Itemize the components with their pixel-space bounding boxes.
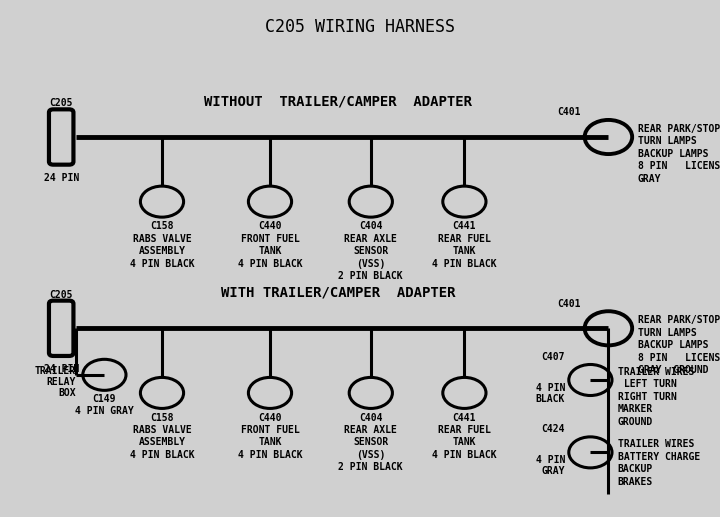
Text: BACKUP LAMPS: BACKUP LAMPS: [638, 149, 708, 159]
Text: TRAILER WIRES: TRAILER WIRES: [618, 439, 694, 449]
Text: C205: C205: [50, 290, 73, 300]
Text: SENSOR: SENSOR: [354, 437, 388, 447]
Text: 4 PIN: 4 PIN: [536, 455, 565, 465]
Text: 4 PIN BLACK: 4 PIN BLACK: [432, 450, 497, 460]
Text: C404: C404: [359, 413, 382, 422]
Text: 8 PIN   LICENSE LAMPS: 8 PIN LICENSE LAMPS: [638, 161, 720, 171]
Text: ASSEMBLY: ASSEMBLY: [138, 437, 186, 447]
Text: LEFT TURN: LEFT TURN: [618, 379, 677, 389]
Text: RABS VALVE: RABS VALVE: [132, 425, 192, 435]
Text: C441: C441: [453, 221, 476, 231]
Text: (VSS): (VSS): [356, 258, 385, 268]
Text: BACKUP: BACKUP: [618, 464, 653, 474]
Text: 4 PIN BLACK: 4 PIN BLACK: [432, 258, 497, 268]
Text: RIGHT TURN: RIGHT TURN: [618, 392, 677, 402]
Text: REAR PARK/STOP: REAR PARK/STOP: [638, 124, 720, 134]
Text: 2 PIN BLACK: 2 PIN BLACK: [338, 271, 403, 281]
Text: REAR AXLE: REAR AXLE: [344, 425, 397, 435]
Text: C440: C440: [258, 413, 282, 422]
Text: RABS VALVE: RABS VALVE: [132, 234, 192, 244]
Text: SENSOR: SENSOR: [354, 246, 388, 256]
Text: RELAY: RELAY: [46, 377, 76, 387]
Text: C440: C440: [258, 221, 282, 231]
Text: 24 PIN: 24 PIN: [44, 173, 78, 183]
Text: 24 PIN: 24 PIN: [44, 364, 78, 374]
Text: BLACK: BLACK: [536, 394, 565, 404]
Text: TRAILER WIRES: TRAILER WIRES: [618, 367, 694, 377]
Text: C407: C407: [541, 352, 565, 362]
Text: 4 PIN BLACK: 4 PIN BLACK: [238, 258, 302, 268]
Text: C158: C158: [150, 413, 174, 422]
Text: REAR FUEL: REAR FUEL: [438, 425, 491, 435]
Text: GRAY: GRAY: [638, 174, 662, 184]
Text: TRAILER: TRAILER: [35, 366, 76, 375]
Text: GRAY: GRAY: [541, 466, 565, 476]
Text: WITHOUT  TRAILER/CAMPER  ADAPTER: WITHOUT TRAILER/CAMPER ADAPTER: [204, 95, 472, 109]
Text: 8 PIN   LICENSE LAMPS: 8 PIN LICENSE LAMPS: [638, 353, 720, 362]
Text: C401: C401: [557, 108, 581, 117]
Text: C205 WIRING HARNESS: C205 WIRING HARNESS: [265, 18, 455, 36]
Text: C158: C158: [150, 221, 174, 231]
Text: C441: C441: [453, 413, 476, 422]
Text: MARKER: MARKER: [618, 404, 653, 414]
Text: FRONT FUEL: FRONT FUEL: [240, 425, 300, 435]
Text: BOX: BOX: [58, 388, 76, 398]
Text: C401: C401: [557, 299, 581, 309]
Text: REAR FUEL: REAR FUEL: [438, 234, 491, 244]
Text: TANK: TANK: [453, 246, 476, 256]
Text: GROUND: GROUND: [618, 417, 653, 427]
Text: 2 PIN BLACK: 2 PIN BLACK: [338, 462, 403, 472]
Text: TURN LAMPS: TURN LAMPS: [638, 136, 697, 146]
Text: C149: C149: [93, 394, 116, 404]
Text: 4 PIN: 4 PIN: [536, 383, 565, 392]
Text: C205: C205: [50, 98, 73, 109]
Text: WITH TRAILER/CAMPER  ADAPTER: WITH TRAILER/CAMPER ADAPTER: [221, 286, 456, 300]
Text: TANK: TANK: [258, 246, 282, 256]
Text: REAR AXLE: REAR AXLE: [344, 234, 397, 244]
Text: C424: C424: [541, 424, 565, 434]
Text: TANK: TANK: [453, 437, 476, 447]
Text: 4 PIN GRAY: 4 PIN GRAY: [75, 406, 134, 416]
Text: REAR PARK/STOP: REAR PARK/STOP: [638, 315, 720, 325]
Text: TANK: TANK: [258, 437, 282, 447]
Text: BRAKES: BRAKES: [618, 477, 653, 486]
Text: C404: C404: [359, 221, 382, 231]
Text: GRAY  GROUND: GRAY GROUND: [638, 365, 708, 375]
Text: BATTERY CHARGE: BATTERY CHARGE: [618, 452, 700, 462]
Text: TURN LAMPS: TURN LAMPS: [638, 328, 697, 338]
Text: (VSS): (VSS): [356, 450, 385, 460]
Text: 4 PIN BLACK: 4 PIN BLACK: [130, 450, 194, 460]
Text: 4 PIN BLACK: 4 PIN BLACK: [130, 258, 194, 268]
Text: 4 PIN BLACK: 4 PIN BLACK: [238, 450, 302, 460]
Text: FRONT FUEL: FRONT FUEL: [240, 234, 300, 244]
Text: BACKUP LAMPS: BACKUP LAMPS: [638, 340, 708, 350]
Text: ASSEMBLY: ASSEMBLY: [138, 246, 186, 256]
